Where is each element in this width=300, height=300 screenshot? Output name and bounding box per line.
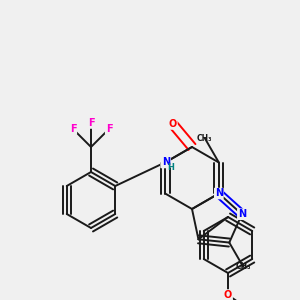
Text: F: F xyxy=(106,124,112,134)
Text: O: O xyxy=(169,119,177,129)
Text: CH₃: CH₃ xyxy=(236,262,251,271)
Text: N: N xyxy=(162,157,170,167)
Text: CH₃: CH₃ xyxy=(197,134,213,143)
Text: F: F xyxy=(70,124,76,134)
Text: F: F xyxy=(88,118,94,128)
Text: N: N xyxy=(161,158,169,167)
Text: N: N xyxy=(215,188,223,199)
Text: O: O xyxy=(224,290,232,300)
Text: H: H xyxy=(168,163,175,172)
Text: N: N xyxy=(238,209,246,219)
